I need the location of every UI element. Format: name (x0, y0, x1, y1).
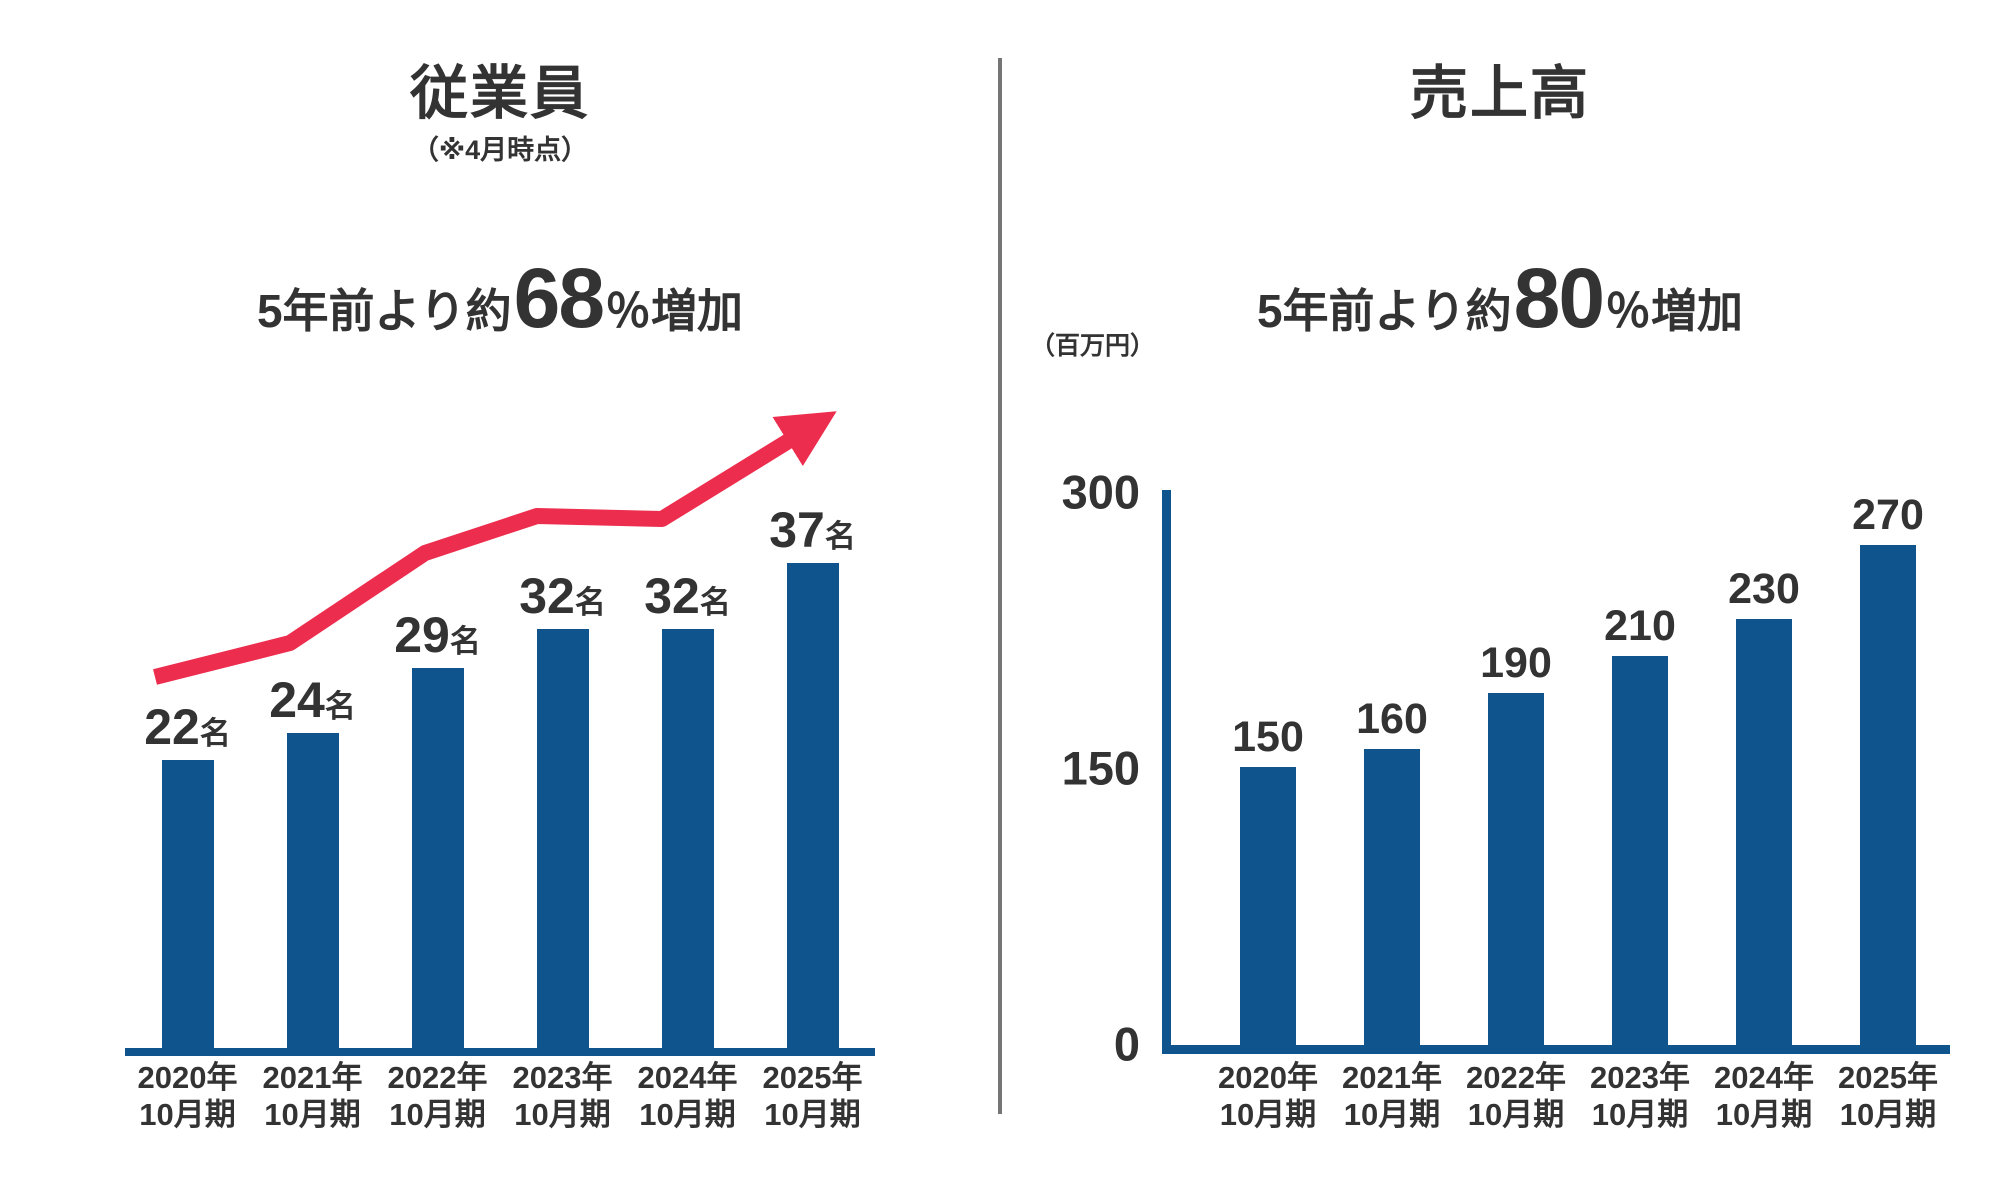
x-axis-label: 2022年 10月期 (387, 1060, 488, 1132)
bar (536, 629, 589, 1048)
bar-value-unit: 名 (324, 689, 356, 724)
sales-bars-group: 150 160 190 210 230 270 (1171, 490, 1950, 1045)
bar-value-unit: 名 (699, 585, 731, 620)
y-tick-150: 150 (1061, 741, 1140, 795)
bar (286, 733, 339, 1048)
growth-suffix: ％増加 (1605, 285, 1744, 337)
growth-percentage: 68 (513, 251, 605, 345)
sales-x-axis-line (1162, 1045, 1950, 1054)
bar-value-label: 29名 (394, 607, 481, 663)
x-axis-label: 2021年 10月期 (262, 1060, 363, 1132)
x-axis-label: 2025年 10月期 (1838, 1060, 1938, 1132)
bar-column: 37名 (750, 448, 875, 1048)
x-axis-label: 2022年 10月期 (1466, 1060, 1566, 1132)
growth-suffix: ％増加 (605, 285, 744, 337)
sales-chart-panel: 売上高 5年前より約 80 ％増加 （百万円） 300 150 0 150 160 19… (1000, 0, 2000, 1178)
employees-chart-title: 従業員 (409, 61, 590, 126)
x-axis-label: 2020年 10月期 (137, 1060, 238, 1132)
employees-growth-annotation: 5年前より約 68 ％増加 (0, 250, 1000, 347)
y-tick-0: 0 (1113, 1017, 1140, 1071)
bar-value-label: 22名 (144, 699, 231, 755)
bar-value-label: 160 (1356, 695, 1428, 743)
x-axis-label: 2020年 10月期 (1218, 1060, 1318, 1132)
x-axis-label: 2023年 10月期 (1590, 1060, 1690, 1132)
employees-x-axis-line (125, 1048, 875, 1056)
x-axis-label: 2024年 10月期 (1714, 1060, 1814, 1132)
bar-column: 29名 (375, 448, 500, 1048)
bar (161, 760, 214, 1048)
sales-plot-area: 150 160 190 210 230 270 (1162, 490, 1950, 1045)
x-axis-label: 2023年 10月期 (512, 1060, 613, 1132)
panel-divider (998, 58, 1002, 1114)
bar-value-label: 24名 (269, 672, 356, 728)
bar-column: 150 (1206, 490, 1330, 1045)
bar-column: 210 (1578, 490, 1702, 1045)
bar-value-label: 190 (1480, 639, 1552, 687)
bar-value-label: 150 (1232, 713, 1304, 761)
x-axis-label: 2021年 10月期 (1342, 1060, 1442, 1132)
bar (786, 563, 839, 1048)
x-axis-label: 2024年 10月期 (637, 1060, 738, 1132)
sales-growth-annotation: 5年前より約 80 ％増加 (1000, 250, 2000, 347)
x-axis-label: 2025年 10月期 (762, 1060, 863, 1132)
bar (1612, 656, 1668, 1045)
bar (1860, 545, 1916, 1045)
bar-value-label: 32名 (644, 568, 731, 624)
bar (1488, 693, 1544, 1045)
sales-x-axis-labels: 2020年 10月期 2021年 10月期 2022年 10月期 2023年 10月期 2024… (1171, 1060, 1950, 1133)
bar (411, 668, 464, 1048)
y-axis-unit-label: （百万円） (1030, 332, 1156, 360)
bar-column: 270 (1826, 490, 1950, 1045)
bar (1736, 619, 1792, 1045)
bar (1240, 767, 1296, 1045)
bar-value-unit: 名 (449, 624, 481, 659)
employees-bars-group: 22名 24名 29名 32名 32名 37名 (125, 448, 875, 1048)
bar-column: 160 (1330, 490, 1454, 1045)
bar (661, 629, 714, 1048)
bar-column: 230 (1702, 490, 1826, 1045)
employees-x-axis-labels: 2020年 10月期 2021年 10月期 2022年 10月期 2023年 10月期 2024… (125, 1060, 875, 1133)
sales-chart-title: 売上高 (1409, 61, 1590, 126)
bar-value-label: 210 (1604, 602, 1676, 650)
bar-column: 32名 (625, 448, 750, 1048)
bar-value-unit: 名 (574, 585, 606, 620)
bar (1364, 749, 1420, 1045)
bar-value-unit: 名 (199, 716, 231, 751)
growth-prefix: 5年前より約 (1256, 285, 1512, 337)
bar-value-label: 270 (1852, 491, 1924, 539)
bar-column: 24名 (250, 448, 375, 1048)
bar-value-label: 32名 (519, 568, 606, 624)
bar-column: 32名 (500, 448, 625, 1048)
growth-prefix: 5年前より約 (256, 285, 512, 337)
y-tick-300: 300 (1061, 465, 1140, 519)
employees-chart-panel: 従業員 （※4月時点） 5年前より約 68 ％増加 22名 24名 29名 32名 32名 3… (0, 61, 1000, 1133)
bar-value-label: 230 (1728, 565, 1800, 613)
employees-chart-subtitle: （※4月時点） (411, 135, 589, 165)
bar-value-label: 37名 (769, 502, 856, 558)
growth-percentage: 80 (1513, 251, 1605, 345)
bar-value-unit: 名 (824, 519, 856, 554)
bar-column: 190 (1454, 490, 1578, 1045)
bar-column: 22名 (125, 448, 250, 1048)
